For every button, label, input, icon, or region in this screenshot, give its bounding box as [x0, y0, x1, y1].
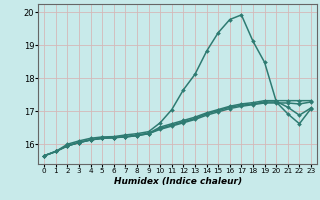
X-axis label: Humidex (Indice chaleur): Humidex (Indice chaleur) [114, 177, 242, 186]
